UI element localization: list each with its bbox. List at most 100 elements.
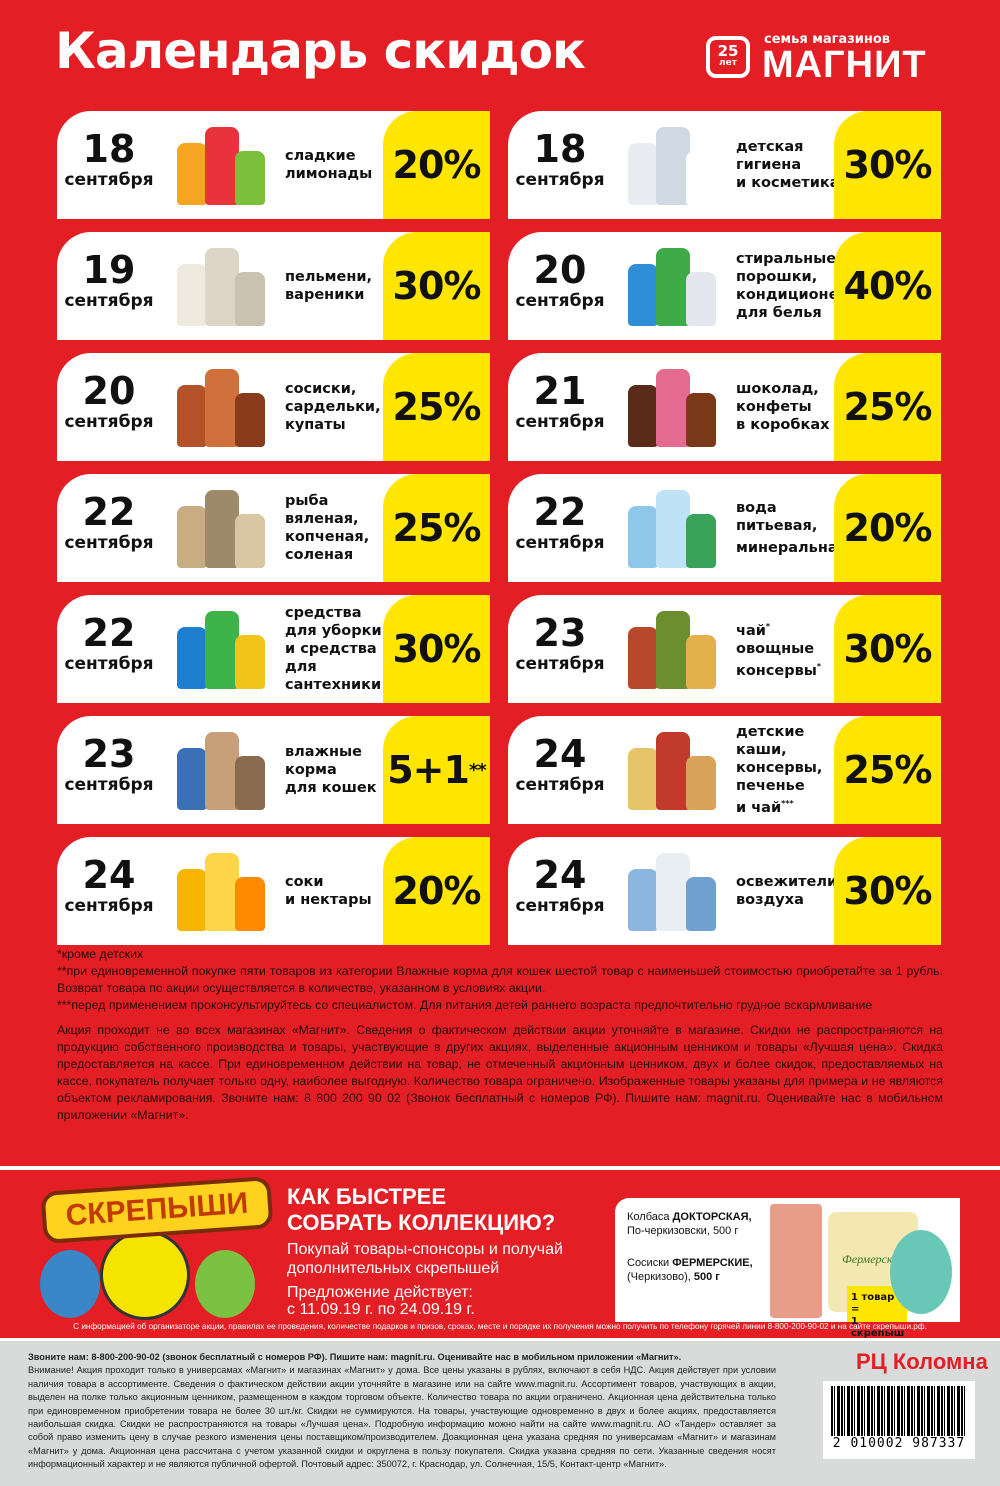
product-name-line: освежители — [736, 874, 838, 890]
sponsor-2-name: ФЕРМЕРСКИЕ, — [672, 1257, 753, 1269]
product-category: чай* овощные консервы* — [736, 595, 846, 703]
banner-promo: Покупай товары-спонсоры и получай дополн… — [287, 1240, 563, 1278]
date-day: 20 — [533, 248, 587, 292]
discount-badge: 20% — [383, 837, 490, 945]
product-category: сосиски, сардельки, купаты — [285, 353, 395, 461]
logo-subtitle: семья магазинов — [764, 32, 891, 47]
discount-badge: 30% — [383, 232, 490, 340]
teal-mascot-icon — [890, 1230, 952, 1314]
sponsor-2-type: Сосиски — [627, 1257, 673, 1269]
juice-image — [169, 851, 273, 931]
footnote-2: **при единовременной покупке пяти товаро… — [57, 964, 943, 995]
diapers-hygiene-image — [620, 125, 724, 205]
product-name-line: для кошек — [285, 780, 377, 796]
product-name-line: пельмени, — [285, 269, 373, 285]
cat-food-image — [169, 730, 273, 810]
discount-badge: 20% — [834, 474, 941, 582]
blue-mascot-icon — [40, 1250, 100, 1318]
discount-badge: 20% — [383, 111, 490, 219]
detergents-image — [620, 246, 724, 326]
product-name-line: и нектары — [285, 892, 372, 908]
footnote-mark: *** — [781, 799, 794, 809]
product-name-line: и средства — [285, 641, 377, 657]
date-month: сентября — [515, 654, 605, 674]
product-category: шоколад, конфеты в коробках — [736, 353, 846, 461]
discount-badge: 5+1 ** — [383, 716, 490, 824]
discount-card: 21 сентября шоколад, конфеты в коробках 25% — [508, 353, 941, 461]
card-date: 21 сентября — [508, 371, 612, 433]
product-name-line: чай* — [736, 622, 771, 639]
sponsor-1: Колбаса ДОКТОРСКАЯ, По-черкизовски, 500 … — [627, 1210, 752, 1238]
headline-line-1: КАК БЫСТРЕЕ — [287, 1184, 447, 1209]
product-name-line: консервы* — [736, 662, 822, 679]
tag-line-2: 1 скрепыш — [851, 1316, 905, 1339]
footnote-1: *кроме детских — [57, 947, 144, 961]
discount-badge: 40% — [834, 232, 941, 340]
product-name-line: копченая, — [285, 529, 370, 545]
barcode: 2 010002 987337 — [823, 1381, 975, 1459]
sponsor-1-name: ДОКТОРСКАЯ, — [672, 1211, 752, 1223]
date-day: 24 — [82, 853, 136, 897]
sponsor-1-type: Колбаса — [627, 1211, 673, 1223]
footnote-3: ***перед применением проконсультируйтесь… — [57, 998, 873, 1012]
discount-badge: 30% — [834, 111, 941, 219]
cleaning-products-image — [169, 609, 273, 689]
date-day: 18 — [82, 127, 136, 171]
banner-headline: КАК БЫСТРЕЕ СОБРАТЬ КОЛЛЕКЦИЮ? — [287, 1184, 555, 1236]
date-month: сентября — [515, 412, 605, 432]
product-category: рыба вяленая, копченая, соленая — [285, 474, 395, 582]
green-mascot-icon — [195, 1250, 255, 1318]
product-name-line: детские — [736, 724, 805, 741]
product-name-line: печенье — [736, 778, 805, 795]
product-name-line: сладкие — [285, 148, 356, 164]
discount-card: 20 сентября стиральные порошки, кондиционеры… — [508, 232, 941, 340]
product-name-line: детская — [736, 139, 804, 155]
card-date: 24 сентября — [508, 855, 612, 917]
air-fresheners-image — [620, 851, 724, 931]
card-date: 24 сентября — [57, 855, 161, 917]
discount-card: 24 сентября соки и нектары 20% — [57, 837, 490, 945]
product-name-line: для сантехники — [285, 659, 382, 693]
discount-card: 23 сентября влажные корма для кошек 5+1 ** — [57, 716, 490, 824]
skrepyshi-logo: СКРЕПЫШИ — [40, 1176, 274, 1244]
discount-card: 18 сентября детская гигиена и косметика 30% — [508, 111, 941, 219]
barcode-number: 2 010002 987337 — [832, 1436, 966, 1451]
date-month: сентября — [64, 896, 154, 916]
smiley-mascot-icon — [100, 1230, 190, 1320]
product-category: сладкие лимонады — [285, 111, 395, 219]
discount-badge: 30% — [834, 837, 941, 945]
product-name-line: стиральные — [736, 251, 837, 267]
date-month: сентября — [515, 533, 605, 553]
discount-card: 22 сентября средства для уборки и средства дл… — [57, 595, 490, 703]
discount-badge: 30% — [383, 595, 490, 703]
date-day: 22 — [82, 611, 136, 655]
product-name-line: вода — [736, 500, 777, 517]
date-month: сентября — [515, 896, 605, 916]
card-date: 23 сентября — [508, 613, 612, 675]
tag-line-1: 1 товар = — [851, 1292, 895, 1315]
product-name-line: овощные — [736, 641, 815, 657]
chocolates-image — [620, 367, 724, 447]
promo-line-1: Покупай товары-спонсоры и получай — [287, 1241, 563, 1258]
discount-badge: 25% — [834, 716, 941, 824]
discount-card: 19 сентября пельмени, вареники 30% — [57, 232, 490, 340]
discount-card: 23 сентября чай* овощные консервы* 30% — [508, 595, 941, 703]
promo-terms: Акция проходит не во всех магазинах «Маг… — [57, 1023, 943, 1122]
date-month: сентября — [64, 775, 154, 795]
product-name-line: порошки, — [736, 269, 818, 285]
product-name-line: средства — [285, 605, 362, 621]
product-name-line: корма — [285, 762, 337, 778]
footnote-mark: * — [765, 622, 771, 632]
card-date: 20 сентября — [57, 371, 161, 433]
date-day: 21 — [533, 369, 587, 413]
dumplings-image — [169, 246, 273, 326]
product-category: детские каши, консервы, печенье и чай*** — [736, 716, 846, 824]
product-name-line: вареники — [285, 287, 365, 303]
contact-line: Звоните нам: 8-800-200-90-02 (звонок бес… — [28, 1352, 682, 1362]
product-name-line: соленая — [285, 547, 354, 563]
product-name-line: и косметика — [736, 175, 840, 191]
product-category: пельмени, вареники — [285, 232, 395, 340]
footnotes: *кроме детских **при единовременной поку… — [57, 946, 943, 1124]
product-name-line: минеральная* — [736, 535, 851, 557]
